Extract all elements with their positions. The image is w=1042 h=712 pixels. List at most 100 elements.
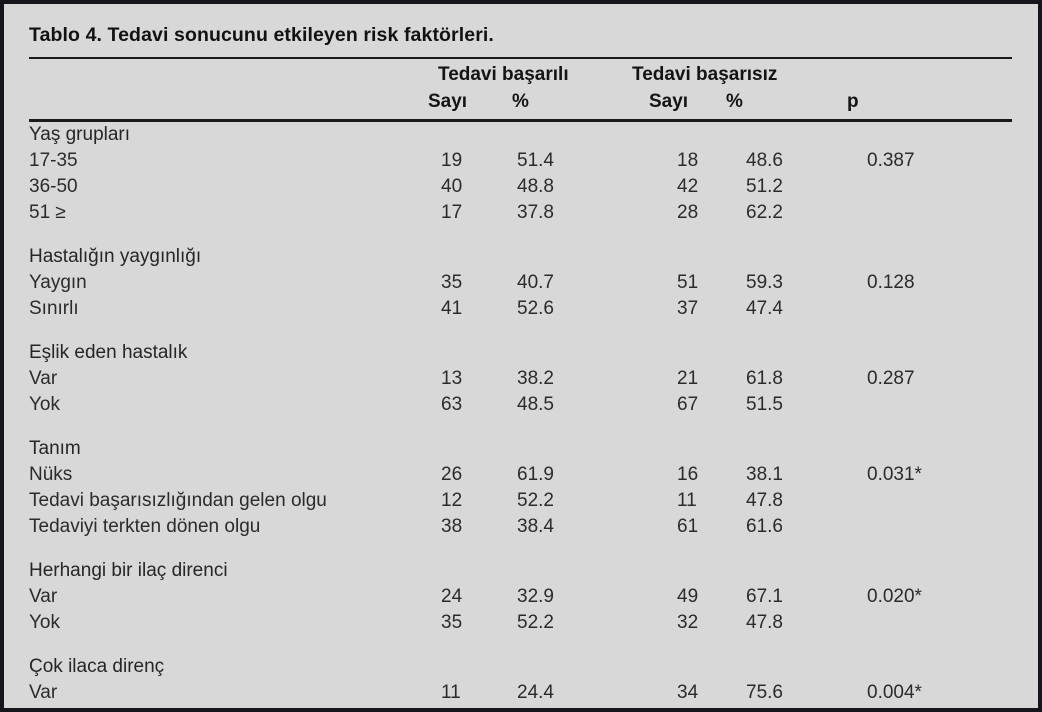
cell-value: 52.6 — [517, 298, 554, 319]
row-label: Tedavi başarısızlığından gelen olgu — [29, 490, 327, 511]
cell-value: 0.020* — [867, 586, 922, 607]
row-label: 36-50 — [29, 176, 78, 197]
cell-value: 17 — [441, 202, 463, 223]
cell-value: 11 — [441, 682, 461, 703]
cell-value: 48 — [441, 706, 517, 708]
table-row: Yaygın 35 40.7 51 59.3 0.128 — [29, 270, 1012, 296]
row-label: Var — [29, 368, 58, 389]
cell-value: 40 — [441, 176, 463, 197]
cell-value: 38 — [441, 516, 463, 537]
cell-value: 40.7 — [517, 272, 554, 293]
section-header: Tanım — [29, 438, 81, 459]
cell-value: 49.5 — [746, 706, 867, 708]
table-row: Yok 63 48.5 67 51.5 — [29, 392, 1012, 418]
cell-value: 11 — [677, 490, 697, 511]
cell-value: 48.5 — [517, 394, 554, 415]
cell-value: 21 — [677, 368, 699, 389]
cell-value: 32.9 — [517, 586, 554, 607]
table-row: Var 24 32.9 49 67.1 0.020* — [29, 584, 1012, 610]
cell-value: 0.128 — [867, 272, 915, 293]
divider-under-title — [29, 57, 1012, 59]
section-header: Herhangi bir ilaç direnci — [29, 560, 228, 581]
cell-value: 12 — [441, 490, 463, 511]
subheader-count-2: Sayı — [649, 91, 689, 112]
table-row: Tedaviyi terkten dönen olgu 38 38.4 61 61.6 — [29, 514, 1012, 540]
column-headers: Tedavi başarılı Tedavi başarısız Sayı % … — [29, 59, 1012, 119]
cell-value: 67.1 — [746, 586, 783, 607]
cell-value: 0.031* — [867, 464, 922, 485]
cell-value: 47 — [677, 706, 746, 708]
table-row: 51 ≥ 17 37.8 28 62.2 — [29, 200, 1012, 226]
section-header: Hastalığın yaygınlığı — [29, 246, 202, 267]
row-label: Var — [29, 586, 58, 607]
cell-value: 48.8 — [517, 176, 554, 197]
cell-value: 28 — [677, 202, 699, 223]
cell-value — [867, 610, 1012, 636]
cell-value: 0.387 — [867, 150, 915, 171]
cell-value: 59.3 — [746, 272, 783, 293]
cell-value: 49 — [677, 586, 699, 607]
divider-under-header — [29, 119, 1012, 122]
group-header-success: Tedavi başarılı — [438, 64, 569, 85]
cell-value: 13 — [441, 368, 463, 389]
table-row: Sınırlı 41 52.6 37 47.4 — [29, 296, 1012, 322]
subheader-percent-1: % — [512, 91, 529, 112]
section-row: Hastalığın yaygınlığı — [29, 226, 1012, 270]
cell-value: 26 — [441, 464, 463, 485]
cell-value — [867, 174, 1012, 200]
cell-value: 34 — [677, 682, 699, 703]
cell-value: 51 — [677, 272, 699, 293]
cell-value: 75.6 — [746, 682, 783, 703]
cell-value: 37 — [677, 298, 699, 319]
table-row: Var 11 24.4 34 75.6 0.004* — [29, 680, 1012, 706]
cell-value: 35 — [441, 272, 463, 293]
cell-value: 38.2 — [517, 368, 554, 389]
cell-value: 24 — [441, 586, 463, 607]
row-label: Yaygın — [29, 272, 87, 293]
cell-value: 62.2 — [746, 202, 783, 223]
table-title: Tablo 4. Tedavi sonucunu etkileyen risk … — [29, 24, 494, 46]
cell-value: 61.8 — [746, 368, 783, 389]
group-header-failure: Tedavi başarısız — [632, 64, 778, 85]
cell-value: 18 — [677, 150, 699, 171]
row-label: Nüks — [29, 464, 73, 485]
cell-value: 19 — [441, 150, 463, 171]
cell-value: 24.4 — [517, 682, 554, 703]
section-header: Çok ilaca direnç — [29, 656, 165, 677]
row-label: 17-35 — [29, 150, 78, 171]
table-row: Var 13 38.2 21 61.8 0.287 — [29, 366, 1012, 392]
section-header: Yaş grupları — [29, 124, 131, 145]
table-row: Yok4850.54749.5 — [29, 706, 1012, 708]
cell-value: 47.4 — [746, 298, 783, 319]
cell-value: 50.5 — [517, 706, 677, 708]
row-label: Yok — [29, 706, 441, 708]
cell-value: 47.8 — [746, 490, 783, 511]
section-row: Tanım — [29, 418, 1012, 462]
subheader-pvalue: p — [847, 91, 859, 112]
cell-value: 51.5 — [746, 394, 783, 415]
section-header: Eşlik eden hastalık — [29, 342, 188, 363]
cell-value: 0.004* — [867, 682, 922, 703]
row-label: 51 ≥ — [29, 202, 66, 223]
cell-value — [867, 488, 1012, 514]
cell-value: 37.8 — [517, 202, 554, 223]
cell-value: 67 — [677, 394, 699, 415]
cell-value: 0.287 — [867, 368, 915, 389]
cell-value: 61.9 — [517, 464, 554, 485]
table-row: Nüks 26 61.9 16 38.1 0.031* — [29, 462, 1012, 488]
risk-factors-table: Yaş grupları 17-35 19 51.4 18 48.6 0.387 36-50 4… — [29, 122, 1012, 708]
cell-value: 32 — [677, 612, 699, 633]
cell-value: 52.2 — [517, 490, 554, 511]
table-body: Yaş grupları 17-35 19 51.4 18 48.6 0.387 36-50 4… — [29, 122, 1012, 708]
table-row: 36-50 40 48.8 42 51.2 — [29, 174, 1012, 200]
cell-value — [867, 392, 1012, 418]
table-row: 17-35 19 51.4 18 48.6 0.387 — [29, 148, 1012, 174]
table-row: Tedavi başarısızlığından gelen olgu 12 52.… — [29, 488, 1012, 514]
row-label: Var — [29, 682, 58, 703]
table-row: Yok 35 52.2 32 47.8 — [29, 610, 1012, 636]
cell-value — [867, 706, 1012, 708]
cell-value — [867, 296, 1012, 322]
section-row: Çok ilaca direnç — [29, 636, 1012, 680]
subheader-percent-2: % — [726, 91, 743, 112]
